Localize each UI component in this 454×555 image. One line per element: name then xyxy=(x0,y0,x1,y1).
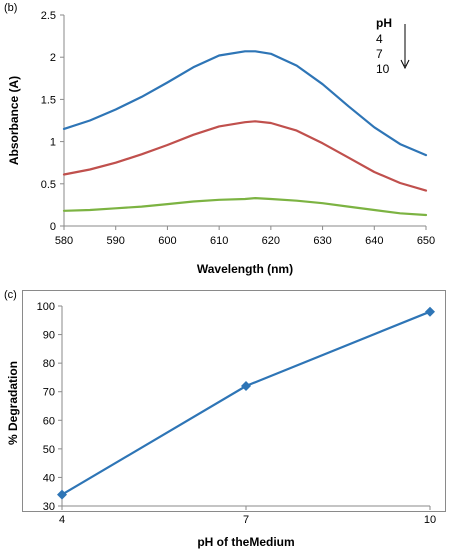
y-tick-label: 90 xyxy=(43,330,55,342)
y-tick-label: 2.5 xyxy=(41,10,56,22)
x-tick-label: 580 xyxy=(55,235,73,247)
y-tick-label: 80 xyxy=(43,358,55,370)
legend-title: pH xyxy=(376,16,392,30)
absorbance-chart: (b) 0 0.5 1 1.5 2 2.5 580 590 600 610 620 630 640 650… xyxy=(4,2,435,276)
y-tick-label: 1 xyxy=(50,137,56,149)
legend-arrow-icon xyxy=(400,59,410,70)
series-line-ph-4 xyxy=(62,50,428,157)
y-tick-label: 1.5 xyxy=(41,94,56,106)
x-tick-label: 610 xyxy=(210,235,228,247)
x-axis-title: Wavelength (nm) xyxy=(197,262,293,276)
data-point-diamond xyxy=(57,489,67,500)
panel-label-c: (c) xyxy=(4,289,17,301)
x-tick-label: 600 xyxy=(158,235,176,247)
y-tick-label: 70 xyxy=(43,387,55,399)
x-tick-label: 650 xyxy=(417,235,435,247)
legend-entry: 10 xyxy=(376,62,390,76)
legend-entry: 7 xyxy=(376,47,383,61)
x-tick-label: 7 xyxy=(243,514,249,526)
x-tick-label: 640 xyxy=(365,235,383,247)
y-axis-title: % Degradation xyxy=(6,361,20,445)
y-tick-label: 0.5 xyxy=(41,179,56,191)
x-tick-label: 590 xyxy=(107,235,125,247)
legend-entry: 4 xyxy=(376,32,383,46)
y-axis-title: Absorbance (A) xyxy=(7,76,21,165)
y-tick-label: 0 xyxy=(50,221,56,233)
x-tick-label: 4 xyxy=(59,514,65,526)
degradation-chart-svg: 30 40 50 60 70 80 90 100 4 7 10 pH of theMedium % De… xyxy=(6,301,436,549)
series-line-ph-7 xyxy=(62,120,428,192)
panel-label-b: (b) xyxy=(4,2,18,14)
y-tick-label: 60 xyxy=(43,415,55,427)
chart-border xyxy=(22,290,446,512)
data-point-diamond xyxy=(241,381,251,391)
x-tick-label: 630 xyxy=(313,235,331,247)
x-tick-label: 620 xyxy=(262,235,280,247)
y-tick-label: 30 xyxy=(43,501,55,513)
y-tick-label: 50 xyxy=(43,444,55,456)
y-tick-label: 40 xyxy=(43,472,55,484)
x-tick-label: 10 xyxy=(424,514,436,526)
degradation-chart: (c) 30 40 50 60 70 80 90 100 4 7 10 pH of theMedium… xyxy=(0,285,454,550)
absorbance-chart-svg: 0 0.5 1 1.5 2 2.5 580 590 600 610 620 630 640 650 Wave… xyxy=(7,10,435,276)
series-line-ph-10 xyxy=(62,197,428,217)
y-tick-label: 2 xyxy=(50,52,56,64)
y-tick-label: 100 xyxy=(37,301,55,313)
x-axis-title: pH of theMedium xyxy=(197,535,294,549)
data-point-diamond xyxy=(425,306,435,317)
